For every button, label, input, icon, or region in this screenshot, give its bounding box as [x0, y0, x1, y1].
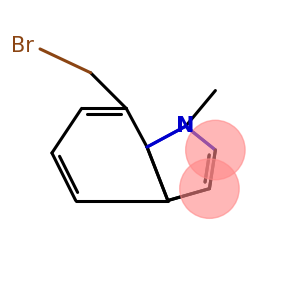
- Text: N: N: [176, 116, 195, 136]
- Text: Br: Br: [11, 36, 34, 56]
- Circle shape: [186, 120, 245, 180]
- Circle shape: [180, 159, 239, 218]
